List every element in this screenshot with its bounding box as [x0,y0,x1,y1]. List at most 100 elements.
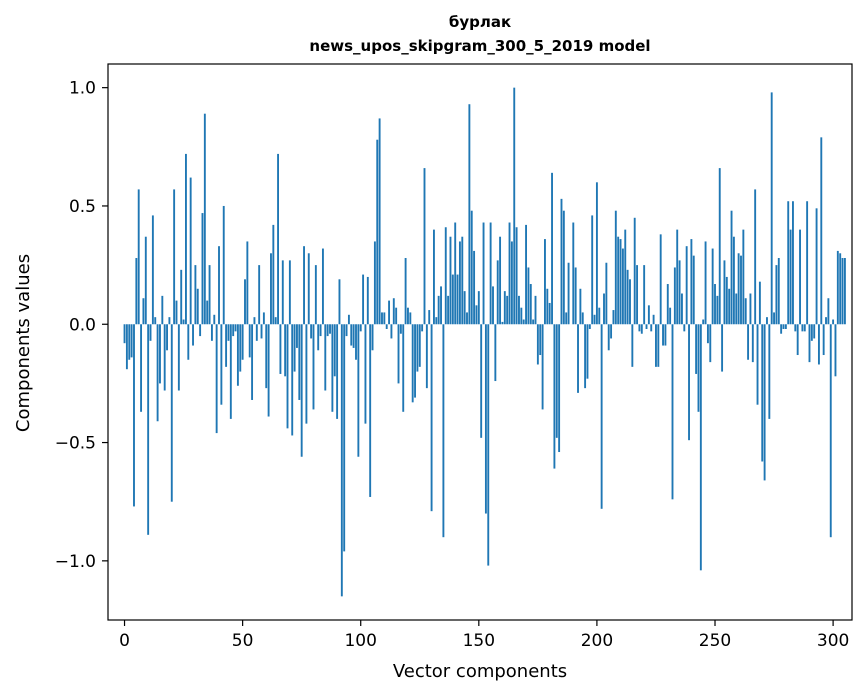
bar [593,314,596,325]
bar [123,324,126,344]
bar [666,284,669,325]
bar [829,324,832,538]
bar [296,324,298,348]
bar [697,324,700,412]
x-axis-label: Vector components [393,661,567,682]
bar [820,137,823,325]
bar [721,324,724,372]
bar [645,324,648,329]
bar [539,324,542,356]
bar [796,324,799,356]
bar [841,258,844,325]
bar [293,324,296,372]
bar [643,265,646,325]
bar [834,324,837,377]
bar [170,324,173,502]
bar [619,239,622,325]
bar [725,276,728,325]
bar [534,295,537,325]
bar [392,298,395,325]
bar [272,224,275,325]
y-tick-label: 0.5 [69,197,96,217]
bar [782,324,785,329]
bar [333,324,336,377]
bar [808,324,811,363]
bar [711,248,714,325]
bar [553,324,556,469]
bar [690,239,693,325]
bar [810,324,813,341]
bar [546,288,549,325]
bar [352,324,355,348]
bar [518,295,520,325]
bar [369,324,372,497]
bar [324,324,327,391]
bar [584,324,587,389]
bar [437,295,440,325]
bar [735,293,738,325]
bar [588,324,591,329]
bar [161,295,164,325]
bar [371,324,374,351]
bar [662,324,664,346]
bar [329,324,331,334]
bar [484,324,487,514]
bar [428,310,431,325]
bar [532,319,535,325]
bar [463,291,466,325]
bar [125,324,128,370]
bar [714,284,716,325]
bar [180,269,183,325]
bar [508,222,511,325]
bar [130,324,133,358]
bar [480,324,483,438]
bar [303,246,305,325]
bar [737,253,740,325]
bar [631,324,634,367]
bar [159,324,161,384]
bar [215,324,218,434]
bar [647,305,650,325]
x-tick-label: 300 [817,631,849,651]
bar [789,229,792,325]
bar [482,222,485,325]
bar [456,274,459,325]
bar [416,324,419,372]
bar [832,319,835,325]
bar [513,87,516,325]
bar [267,324,270,417]
bar [133,324,135,507]
bar [718,168,721,325]
bar [768,324,771,419]
bar [350,324,353,346]
bar [728,288,731,325]
bar [232,324,235,337]
bar [803,324,806,332]
bar [477,291,480,325]
bar [376,139,379,325]
bar [688,324,690,441]
bar [314,265,317,325]
y-tick-label: 0.0 [69,315,96,335]
bar [536,324,539,365]
bar [614,210,617,325]
bar [251,324,254,400]
bar [166,324,168,351]
bar [747,324,750,360]
chart-title: бурлак [449,13,511,31]
bar [473,250,476,325]
bar [499,236,502,325]
bar [291,324,294,436]
bar [756,324,759,405]
bar [444,227,447,325]
bar [262,312,265,325]
bar [203,113,206,325]
bar [435,317,438,325]
bar [600,324,603,509]
bar [340,324,343,597]
bar [605,262,608,325]
bar [657,324,660,367]
bar [461,236,464,325]
bar [572,222,575,325]
